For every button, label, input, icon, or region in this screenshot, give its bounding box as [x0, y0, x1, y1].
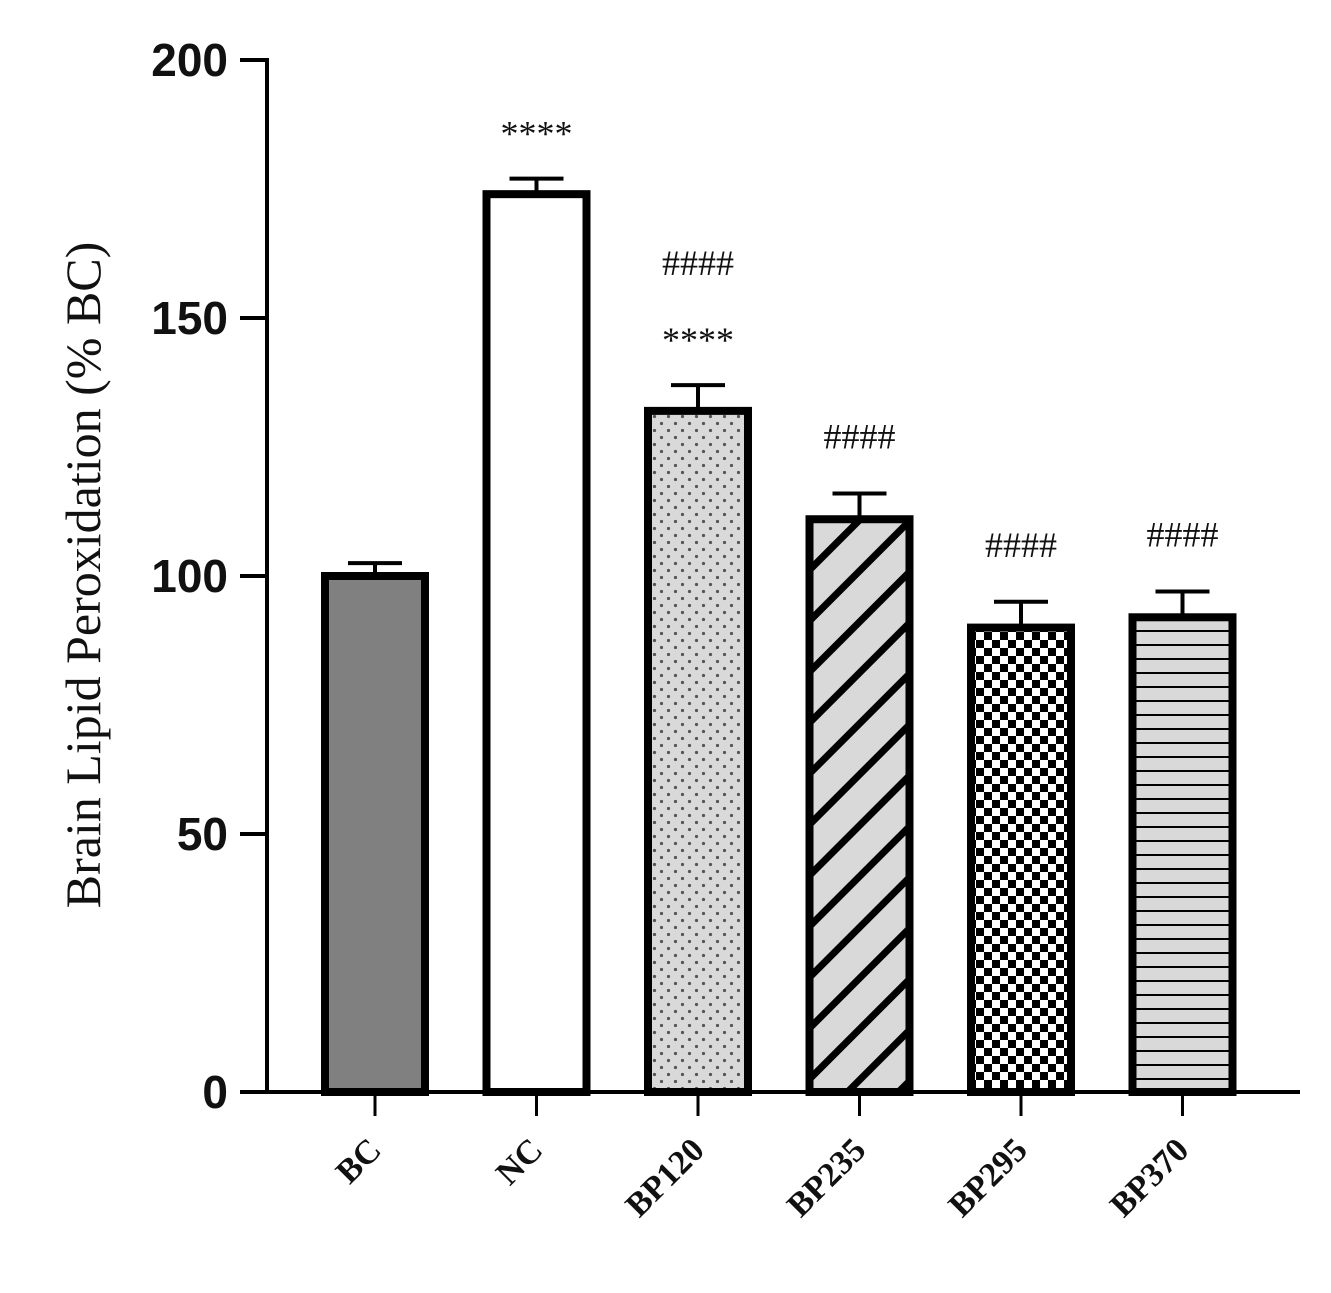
- bar-BP120: [644, 406, 752, 1096]
- bar-BP370: [1128, 613, 1237, 1097]
- significance-annotations: **** **** #### #### #### ####: [501, 114, 1219, 565]
- significance-hashes: ####: [1147, 514, 1219, 554]
- significance-hashes: ####: [824, 416, 896, 456]
- bar-BP295: [967, 623, 1075, 1096]
- x-tick-label: BC: [329, 1131, 389, 1191]
- bar-BP235: [805, 515, 914, 1096]
- bars: [321, 190, 1237, 1097]
- y-tick-label: 200: [151, 34, 228, 86]
- bar-BC: [321, 572, 429, 1096]
- x-tick-labels: BC NC BP120 BP235 BP295 BP370: [329, 1131, 1196, 1224]
- x-tick-label: BP120: [619, 1131, 712, 1224]
- y-tick-label: 150: [151, 292, 228, 344]
- significance-hashes: ####: [662, 243, 734, 283]
- y-axis-title: Brain Lipid Peroxidation (% BC): [55, 242, 111, 909]
- y-tick-label: 0: [202, 1066, 228, 1118]
- significance-stars: ****: [501, 114, 573, 154]
- x-tick-label: NC: [489, 1131, 550, 1192]
- error-bars: [348, 176, 1210, 628]
- bar-NC: [482, 190, 591, 1097]
- y-tick-label: 50: [177, 808, 228, 860]
- y-tick-label: 100: [151, 550, 228, 602]
- x-tick-label: BP370: [1103, 1131, 1196, 1224]
- significance-stars: ****: [662, 320, 734, 360]
- x-tick-label: BP295: [942, 1131, 1035, 1224]
- significance-hashes: ####: [985, 525, 1057, 565]
- x-tick-label: BP235: [780, 1131, 873, 1224]
